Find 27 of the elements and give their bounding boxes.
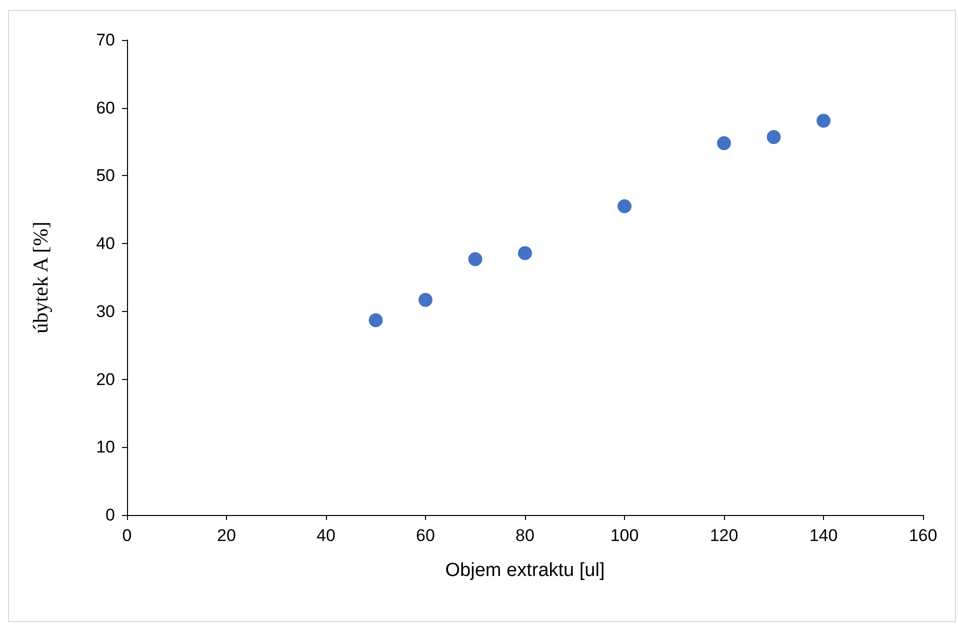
point (766, 130, 781, 144)
y-tick-label: 0 (106, 506, 115, 524)
y-axis-title: úbytek A [%] (28, 222, 52, 334)
point (816, 114, 830, 128)
y-tick-label: 40 (96, 234, 115, 254)
point (518, 246, 532, 260)
point (468, 252, 482, 266)
y-tick-label: 60 (96, 98, 115, 118)
point (717, 136, 731, 150)
x-tick-label: 100 (610, 526, 639, 545)
point (368, 313, 383, 328)
x-tick-label: 0 (122, 526, 132, 545)
x-tick-label: 160 (908, 526, 938, 545)
x-tick-label: 60 (416, 526, 435, 545)
y-tick-label: 70 (96, 30, 115, 50)
y-tick-label: 30 (96, 302, 115, 321)
x-tick-label: 20 (217, 526, 236, 545)
x-tick-label: 40 (316, 526, 336, 545)
x-tick-label: 120 (710, 526, 738, 545)
x-tick-label: 80 (516, 526, 534, 545)
y-tick-label: 50 (96, 166, 115, 186)
y-tick-label: 20 (96, 370, 115, 389)
y-tick-label: 10 (96, 438, 115, 457)
x-axis-title: Objem extraktu [ul] (445, 560, 605, 581)
point (618, 199, 632, 214)
x-tick-label: 140 (809, 526, 838, 545)
point (418, 292, 432, 307)
